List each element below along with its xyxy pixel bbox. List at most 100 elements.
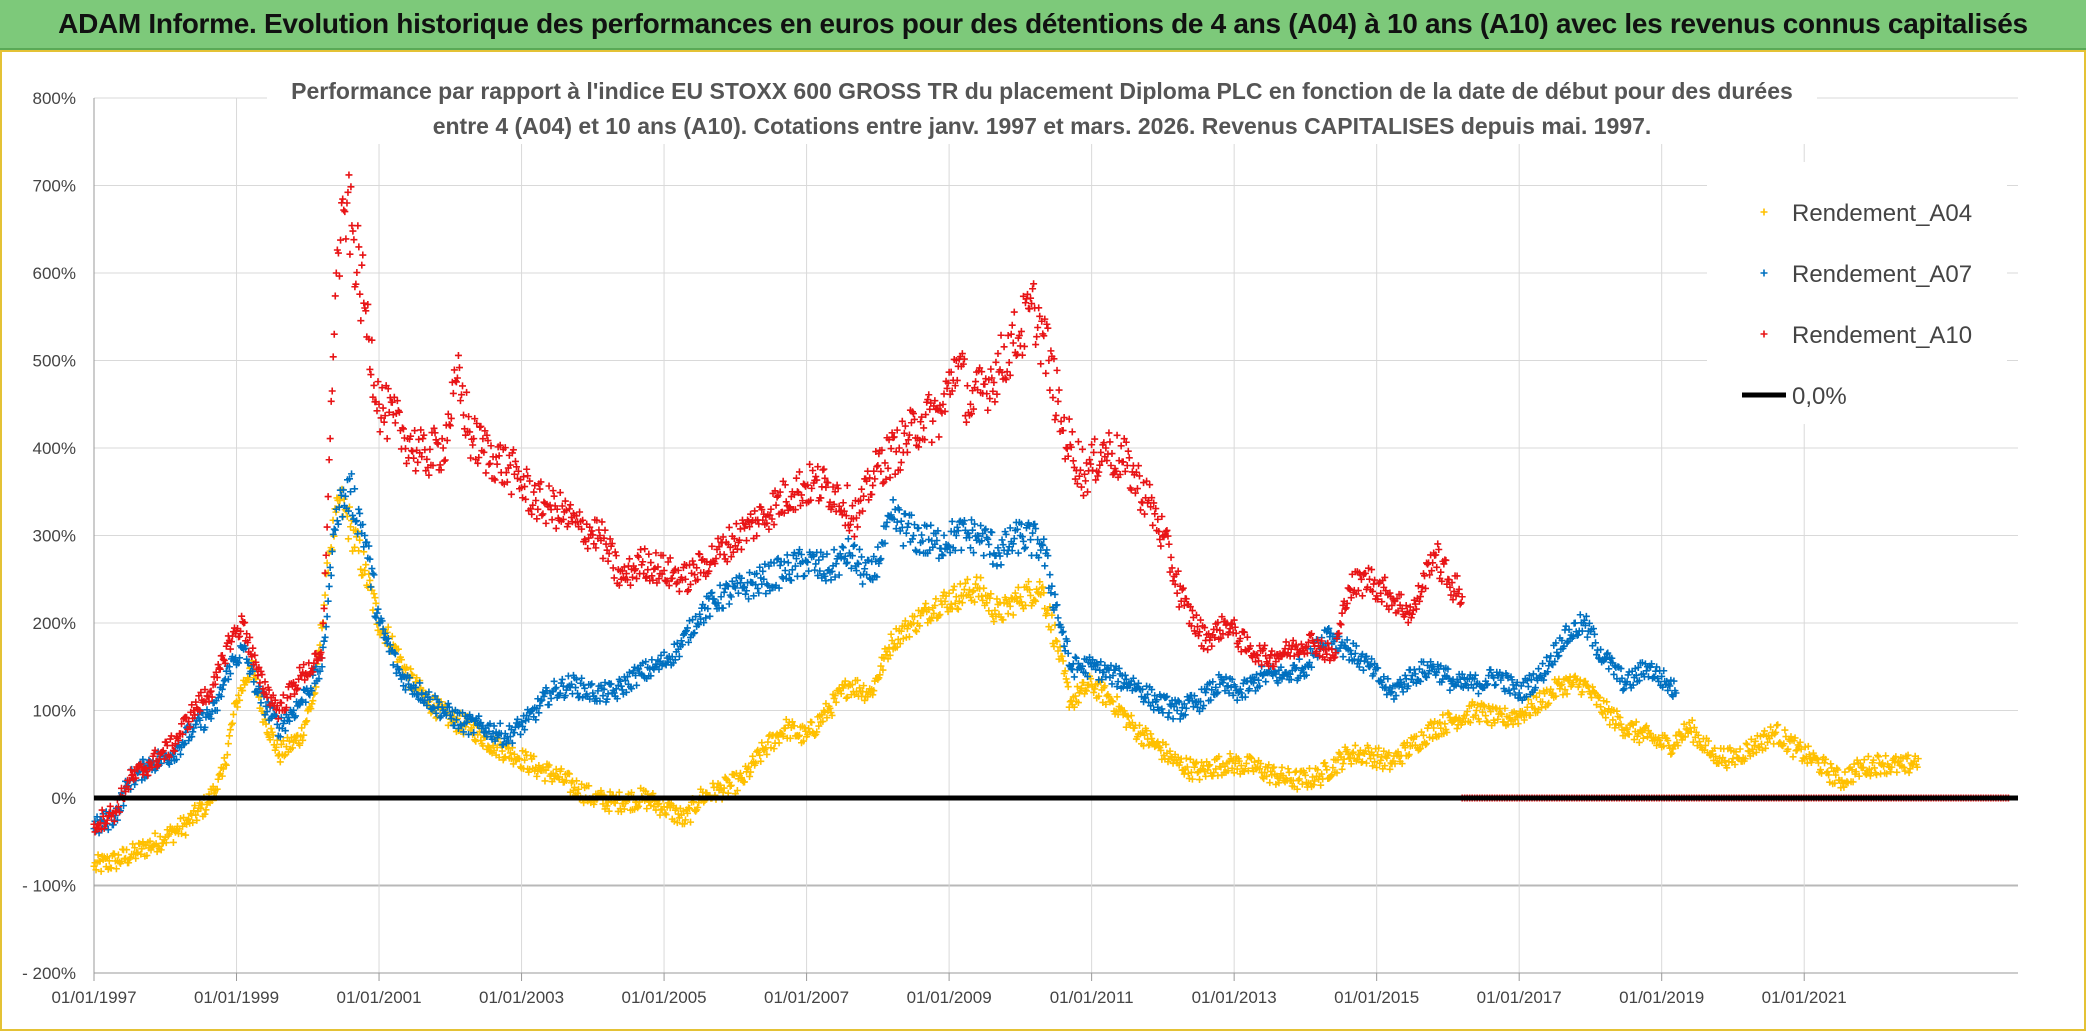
point-Rendement_A04 <box>1817 766 1825 774</box>
point-Rendement_A07 <box>1535 665 1543 673</box>
point-Rendement_A10 <box>460 411 468 419</box>
point-Rendement_A04 <box>1040 589 1048 597</box>
point-Rendement_A04 <box>189 819 197 827</box>
point-Rendement_A04 <box>910 613 918 621</box>
point-Rendement_A07 <box>675 652 683 660</box>
point-Rendement_A04 <box>1406 742 1414 750</box>
point-Rendement_A04 <box>958 599 966 607</box>
point-Rendement_A07 <box>545 701 553 709</box>
point-Rendement_A07 <box>446 711 454 719</box>
point-Rendement_A04 <box>1656 736 1664 744</box>
point-Rendement_A04 <box>1875 753 1883 761</box>
point-Rendement_A10 <box>809 467 817 474</box>
point-Rendement_A04 <box>1444 709 1452 717</box>
point-Rendement_A04 <box>180 814 188 822</box>
point-Rendement_A04 <box>112 865 120 873</box>
point-Rendement_A04 <box>1913 763 1921 771</box>
point-Rendement_A04 <box>1578 688 1586 696</box>
point-Rendement_A04 <box>1362 759 1370 767</box>
point-Rendement_A07 <box>957 546 965 554</box>
x-tick-label: 01/01/1999 <box>194 988 279 1007</box>
point-Rendement_A04 <box>861 696 869 704</box>
point-Rendement_A04 <box>1127 712 1135 720</box>
legend-label-Rendement_A10: Rendement_A10 <box>1792 322 1972 349</box>
point-Rendement_A04 <box>1301 771 1309 779</box>
point-Rendement_A04 <box>1266 779 1274 787</box>
point-Rendement_A04 <box>1479 708 1487 716</box>
point-Rendement_A07 <box>710 595 718 603</box>
point-Rendement_A10 <box>536 485 544 493</box>
point-Rendement_A07 <box>697 615 705 623</box>
point-Rendement_A07 <box>899 542 907 550</box>
point-Rendement_A10 <box>485 460 493 468</box>
point-Rendement_A07 <box>755 589 763 597</box>
point-Rendement_A10 <box>1433 563 1441 571</box>
point-Rendement_A07 <box>318 663 326 671</box>
point-Rendement_A04 <box>1031 596 1039 604</box>
point-Rendement_A04 <box>1883 770 1891 778</box>
point-Rendement_A07 <box>952 532 960 539</box>
point-Rendement_A04 <box>1401 744 1409 752</box>
point-Rendement_A04 <box>1596 693 1604 701</box>
point-Rendement_A04 <box>1545 699 1553 707</box>
point-Rendement_A07 <box>647 672 655 680</box>
point-Rendement_A04 <box>370 590 378 598</box>
point-Rendement_A07 <box>1539 660 1547 668</box>
point-Rendement_A04 <box>1190 763 1198 771</box>
point-Rendement_A10 <box>542 519 550 527</box>
point-Rendement_A04 <box>990 617 998 625</box>
point-Rendement_A04 <box>1680 720 1688 728</box>
point-Rendement_A07 <box>201 723 209 731</box>
point-Rendement_A10 <box>486 459 494 467</box>
point-Rendement_A07 <box>367 583 375 591</box>
y-tick-label: 500% <box>33 352 76 371</box>
point-Rendement_A10 <box>337 236 345 244</box>
point-Rendement_A04 <box>1265 761 1273 769</box>
point-Rendement_A07 <box>927 521 935 529</box>
point-Rendement_A07 <box>600 685 608 693</box>
point-Rendement_A10 <box>539 510 547 518</box>
y-tick-label: 100% <box>33 702 76 721</box>
point-Rendement_A07 <box>617 682 625 690</box>
point-Rendement_A10 <box>1010 308 1018 316</box>
point-Rendement_A04 <box>1864 752 1872 760</box>
point-Rendement_A07 <box>399 682 407 690</box>
point-Rendement_A04 <box>1012 594 1020 602</box>
point-Rendement_A10 <box>612 552 620 560</box>
point-Rendement_A04 <box>963 575 971 583</box>
point-Rendement_A07 <box>324 597 332 605</box>
point-Rendement_A07 <box>793 572 801 580</box>
point-Rendement_A04 <box>274 752 282 760</box>
point-Rendement_A07 <box>551 685 559 693</box>
point-Rendement_A10 <box>1456 600 1464 608</box>
point-Rendement_A04 <box>1212 765 1220 773</box>
point-Rendement_A04 <box>146 837 154 845</box>
point-Rendement_A07 <box>250 678 258 686</box>
point-Rendement_A04 <box>1270 763 1278 771</box>
point-Rendement_A04 <box>1157 746 1165 754</box>
point-Rendement_A07 <box>1020 545 1028 553</box>
point-Rendement_A07 <box>308 687 316 695</box>
point-Rendement_A07 <box>948 517 956 525</box>
point-Rendement_A10 <box>439 444 447 452</box>
legend: Rendement_A04Rendement_A07Rendement_A100… <box>1707 162 2007 424</box>
point-Rendement_A07 <box>1046 571 1054 579</box>
point-Rendement_A07 <box>565 682 573 690</box>
point-Rendement_A04 <box>1321 759 1329 767</box>
point-Rendement_A04 <box>1070 703 1078 711</box>
point-Rendement_A04 <box>397 656 405 664</box>
point-Rendement_A07 <box>249 667 257 675</box>
point-Rendement_A04 <box>1450 717 1458 725</box>
point-Rendement_A10 <box>1029 285 1037 293</box>
point-Rendement_A04 <box>1606 721 1614 729</box>
point-Rendement_A04 <box>1530 705 1538 713</box>
point-Rendement_A10 <box>925 391 933 399</box>
point-Rendement_A07 <box>421 697 429 705</box>
point-Rendement_A04 <box>143 852 151 860</box>
point-Rendement_A04 <box>972 580 980 588</box>
point-Rendement_A04 <box>681 816 689 824</box>
point-Rendement_A07 <box>692 613 700 621</box>
point-Rendement_A10 <box>320 604 328 612</box>
point-Rendement_A04 <box>1492 704 1500 712</box>
point-Rendement_A07 <box>445 703 453 711</box>
